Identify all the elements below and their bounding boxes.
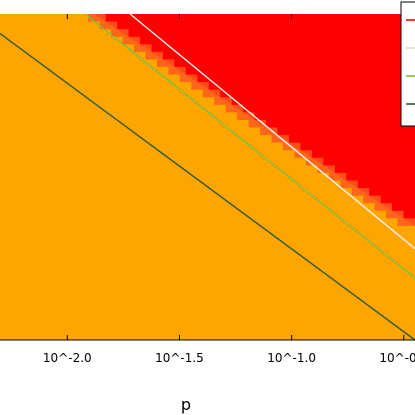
red-region-edge-cell [397, 218, 415, 226]
red-region-edge-cell [317, 165, 335, 173]
x-tick-label-1: 10^-2.0 [43, 351, 92, 365]
red-region-edge-cell [305, 157, 324, 166]
red-region-edge-cell [328, 172, 347, 181]
boundary-lines-layer [0, 13, 415, 341]
x-tick-label-2: 10^-1.5 [155, 351, 204, 365]
boundary-line-3 [0, 32, 415, 341]
red-region-edge-cell [122, 36, 141, 45]
red-region-edge-cell [134, 44, 152, 52]
red-region-edge-cell [260, 127, 278, 136]
red-region-edge-cell [340, 180, 358, 189]
red-region-edge-cell [374, 203, 393, 211]
legend [400, 1, 415, 127]
red-region-edge-cell [145, 51, 163, 60]
x-axis-title: p [181, 395, 191, 414]
red-region-edge-cell [156, 59, 175, 67]
red-region-edge-cell [99, 21, 118, 30]
red-region-edge-cell [168, 66, 186, 75]
red-region-edge-cell [214, 97, 232, 105]
red-region-edge-cell [225, 104, 244, 113]
red-region-edge-cell [294, 150, 312, 158]
boundary-line-2 [84, 13, 415, 279]
red-region-edge-cell [363, 195, 381, 204]
x-axis: 10^-2.0 10^-1.5 10^-1.0 10^-0.5 [0, 14, 415, 365]
red-region-edge-cell [191, 82, 209, 90]
red-region-edge-cell [179, 74, 198, 83]
red-region-edge-cell [248, 119, 267, 128]
red-region-edge-cell [271, 135, 289, 143]
legend-box [400, 1, 415, 127]
red-region-edge-cell [88, 14, 106, 22]
boundary-line-1 [129, 13, 415, 250]
red-region-edge-cell [351, 188, 370, 196]
x-tick-label-3: 10^-1.0 [267, 351, 316, 365]
x-tick-label-4: 10^-0.5 [379, 351, 415, 365]
red-region-edge-cell [386, 210, 404, 219]
red-region-edge-cell [202, 89, 221, 98]
red-region-edge-cell [237, 112, 255, 120]
red-region-edge-cell [111, 29, 129, 37]
